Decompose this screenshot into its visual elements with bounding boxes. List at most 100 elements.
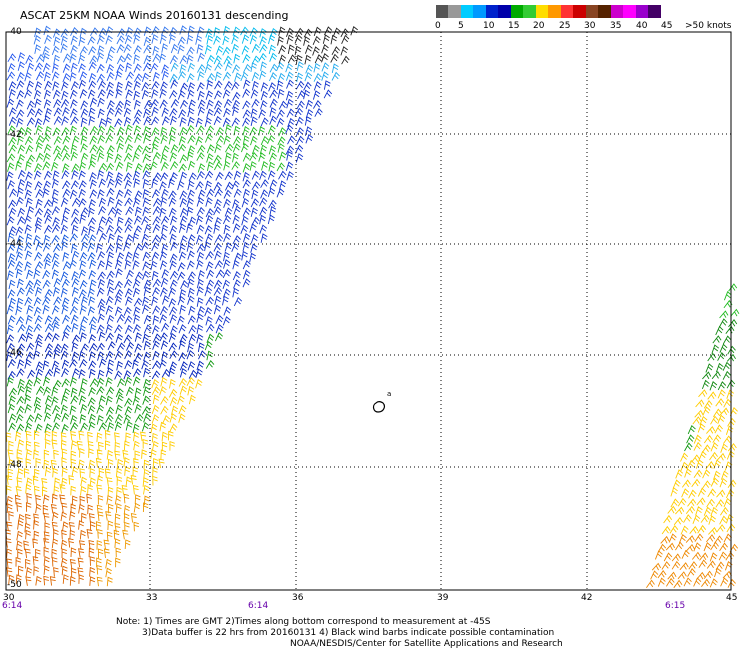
wind-barb [87, 89, 96, 99]
wind-barb [170, 62, 179, 72]
wind-barb [143, 495, 150, 506]
wind-barb [186, 349, 195, 360]
note-line-1: Note: 1) Times are GMT 2)Times along bot… [116, 617, 491, 627]
wind-barb [277, 143, 285, 153]
wind-barb [340, 28, 349, 38]
wind-barb [88, 225, 95, 236]
wind-barb [89, 477, 96, 488]
wind-barb [71, 567, 77, 578]
wind-barb [78, 520, 85, 530]
wind-barb [196, 259, 204, 270]
wind-barb [71, 466, 79, 477]
wind-barb [197, 64, 206, 73]
wind-barb [70, 62, 78, 73]
wind-barb [43, 99, 52, 109]
wind-barb [141, 215, 150, 226]
wind-barb [124, 134, 133, 144]
wind-barb [169, 54, 179, 64]
wind-barb [116, 476, 123, 486]
wind-barb [196, 152, 205, 161]
wind-barb [713, 470, 721, 480]
wind-barb [187, 361, 196, 371]
wind-barb [16, 405, 25, 415]
wind-barb [242, 241, 250, 252]
wind-barb [286, 34, 294, 45]
wind-barb [187, 160, 196, 171]
wind-barb [132, 359, 139, 370]
wind-barb [196, 243, 206, 253]
wind-barb [88, 296, 96, 306]
wind-barb [179, 190, 188, 200]
wind-barb [285, 71, 294, 81]
wind-barb [686, 459, 696, 469]
wind-barb [115, 467, 122, 478]
wind-barb [123, 53, 133, 63]
wind-barb [151, 234, 161, 244]
wind-barb [170, 115, 178, 126]
wind-barb [141, 405, 151, 415]
wind-barb [115, 333, 124, 343]
wind-barb [680, 461, 689, 472]
wind-barb [42, 62, 51, 73]
wind-barb [196, 313, 204, 323]
wind-barb [296, 72, 304, 83]
wind-barb [142, 125, 151, 136]
wind-barb [152, 350, 160, 361]
wind-barb [204, 44, 212, 55]
wind-barb [107, 251, 115, 262]
wind-barb [60, 43, 68, 54]
wind-barb [177, 262, 186, 272]
wind-barb [96, 243, 103, 253]
wind-barb [88, 334, 97, 344]
wind-barb [88, 540, 95, 550]
wind-barb [34, 216, 43, 227]
wind-barb [87, 36, 96, 46]
wind-barb [88, 513, 95, 523]
wind-barb [42, 279, 51, 289]
wind-barb [160, 405, 169, 415]
wind-barb [213, 154, 222, 164]
wind-barb [169, 152, 178, 162]
wind-barb [670, 498, 679, 508]
wind-barb [96, 557, 102, 568]
wind-barb [143, 324, 152, 334]
wind-barb [7, 289, 16, 299]
wind-barb [88, 72, 97, 83]
wind-barb [61, 448, 68, 459]
wind-barb [267, 134, 276, 145]
wind-barb [71, 334, 81, 344]
wind-barb [88, 316, 98, 326]
wind-barb [314, 108, 323, 117]
wind-barb [150, 62, 159, 72]
wind-barb [213, 115, 222, 126]
wind-barb [169, 270, 179, 280]
wind-barb [98, 331, 106, 342]
wind-barb [25, 513, 31, 524]
wind-barb [104, 430, 111, 440]
wind-barb [42, 115, 51, 125]
wind-barb [134, 413, 144, 423]
wind-barb [35, 548, 41, 559]
wind-barb [213, 181, 222, 191]
wind-barb [52, 467, 59, 478]
wind-barb [269, 179, 278, 189]
wind-barb [141, 241, 150, 251]
wind-barb [80, 117, 88, 127]
wind-barb [69, 189, 78, 199]
wind-barb [132, 279, 141, 289]
wind-barb [96, 565, 103, 575]
wind-barb [50, 503, 57, 514]
wind-barb [159, 181, 167, 191]
wind-barb [694, 409, 704, 418]
wind-barb [313, 100, 322, 109]
wind-barb [43, 459, 50, 470]
wind-barb [152, 475, 158, 486]
wind-barb [115, 547, 122, 558]
wind-barb [152, 136, 160, 146]
wind-barb [107, 458, 114, 469]
lat-lon-grid [6, 32, 731, 590]
wind-barb [223, 306, 232, 316]
wind-barb [186, 260, 195, 270]
wind-barb [61, 234, 69, 244]
wind-barb [125, 386, 134, 396]
